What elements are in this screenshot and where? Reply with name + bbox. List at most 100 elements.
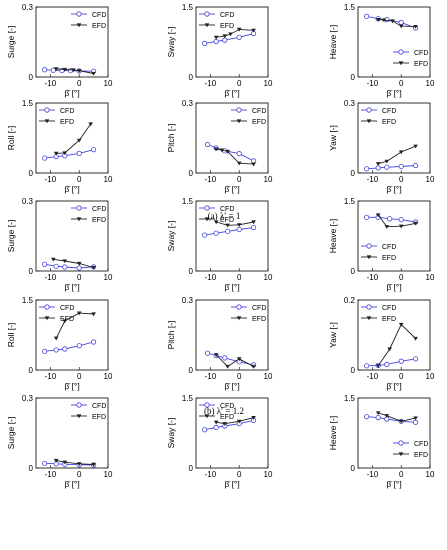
- data-point-efd: [53, 336, 59, 341]
- data-point-efd: [228, 32, 233, 37]
- legend-label-cfd: CFD: [382, 305, 396, 312]
- data-point-efd: [225, 149, 230, 154]
- data-point-cfd: [236, 34, 242, 40]
- data-point-efd: [413, 144, 418, 149]
- data-point-cfd: [384, 361, 390, 367]
- series-line-cfd: [44, 149, 94, 159]
- data-point-cfd: [42, 67, 48, 73]
- data-point-cfd: [398, 163, 404, 170]
- y-tick-label: 0: [29, 464, 34, 473]
- data-point-efd: [236, 27, 242, 32]
- x-tick-label: 0: [77, 372, 82, 381]
- chart-panel-14: 0 1.5 -10 0 10 β̄ [°] Sway [-] CFD EFD: [166, 394, 273, 489]
- legend-label-cfd: CFD: [252, 108, 266, 115]
- x-tick-label: 10: [264, 372, 273, 381]
- x-tick-label: -10: [205, 273, 217, 282]
- series-line-efd: [378, 145, 416, 165]
- y-tick-label: 0: [29, 73, 34, 82]
- series-line-cfd: [204, 419, 254, 431]
- y-tick-label: 0.2: [344, 296, 356, 305]
- legend-marker-cfd: [76, 205, 82, 211]
- chart-panel-15: 0 1.5 -10 0 10 β̄ [°] Heave [-] CFD EFD: [328, 394, 435, 489]
- x-tick-label: 10: [426, 273, 435, 282]
- legend-label-cfd: CFD: [252, 305, 266, 312]
- x-tick-label: 10: [264, 470, 273, 479]
- legend-label-cfd: CFD: [220, 206, 234, 213]
- caption-b: (b) λ′ = 1.2: [204, 406, 244, 416]
- legend: CFD EFD: [393, 49, 428, 68]
- legend: CFD EFD: [199, 11, 234, 30]
- legend-label-cfd: CFD: [220, 403, 234, 410]
- x-tick-label: 10: [264, 273, 273, 282]
- legend: CFD EFD: [361, 107, 396, 126]
- data-point-efd: [53, 67, 59, 72]
- data-point-cfd: [251, 158, 257, 164]
- chart-panel-8: 0 1.5 -10 0 10 β̄ [°] Sway [-] CFD EFD: [166, 197, 273, 292]
- x-tick-label: 10: [264, 175, 273, 184]
- x-axis-label: β̄ [°]: [386, 88, 401, 98]
- x-tick-label: 0: [237, 79, 242, 88]
- y-tick-label: 0.3: [22, 3, 34, 12]
- legend-marker-efd: [398, 452, 404, 457]
- legend: CFD EFD: [39, 107, 74, 126]
- legend-label-efd: EFD: [92, 217, 106, 224]
- data-point-cfd: [53, 263, 59, 269]
- legend-marker-efd: [44, 316, 50, 321]
- x-tick-label: 10: [426, 79, 435, 88]
- axes-frame: [195, 200, 269, 272]
- x-tick-label: -10: [367, 79, 379, 88]
- data-point-cfd: [42, 460, 48, 466]
- legend-marker-efd: [236, 316, 242, 321]
- series-line-efd: [377, 214, 416, 228]
- y-axis-label: Sway [-]: [166, 418, 176, 449]
- chart-panel-10: 0 1.5 -10 0 10 β̄ [°] Roll [-] CFD EFD: [6, 296, 113, 391]
- data-point-cfd: [375, 165, 381, 171]
- data-point-cfd: [364, 363, 370, 369]
- x-tick-label: 0: [77, 273, 82, 282]
- y-axis-label: Yaw [-]: [328, 322, 338, 348]
- data-point-efd: [236, 223, 242, 227]
- data-point-cfd: [364, 13, 370, 19]
- data-point-efd: [62, 319, 68, 324]
- data-point-cfd: [398, 358, 404, 364]
- data-point-efd: [76, 462, 82, 466]
- x-axis-label: β̄ [°]: [386, 282, 401, 292]
- legend-marker-cfd: [398, 440, 404, 446]
- data-point-cfd: [236, 226, 242, 233]
- data-point-cfd: [412, 162, 419, 169]
- x-tick-label: 10: [104, 273, 113, 282]
- y-axis-label: Heave [-]: [328, 219, 338, 254]
- x-tick-label: 10: [104, 175, 113, 184]
- y-tick-label: 0: [189, 366, 194, 375]
- x-axis-label: β̄ [°]: [64, 479, 79, 489]
- x-tick-label: 0: [237, 372, 242, 381]
- legend-label-efd: EFD: [382, 255, 396, 262]
- series-line-efd: [216, 221, 254, 226]
- x-axis-label: β̄ [°]: [64, 184, 79, 194]
- legend-marker-cfd: [366, 107, 372, 113]
- data-point-efd: [413, 25, 418, 29]
- data-point-cfd: [222, 37, 228, 43]
- y-axis-label: Sway [-]: [166, 221, 176, 252]
- data-point-cfd: [398, 19, 404, 25]
- data-point-cfd: [398, 217, 404, 223]
- y-tick-label: 0: [29, 169, 34, 178]
- data-point-cfd: [42, 155, 48, 161]
- legend: CFD EFD: [39, 304, 74, 323]
- legend-marker-cfd: [76, 402, 82, 408]
- data-point-efd: [91, 265, 96, 270]
- data-point-cfd: [53, 347, 59, 353]
- data-point-efd: [375, 213, 381, 218]
- chart-panel-7: 0 0.3 -10 0 10 β̄ [°] Surge [-] CFD EFD: [6, 197, 113, 292]
- legend-label-cfd: CFD: [414, 50, 428, 57]
- data-point-efd: [213, 147, 219, 152]
- y-axis-label: Heave [-]: [328, 25, 338, 60]
- data-point-efd: [213, 220, 219, 225]
- data-point-efd: [384, 159, 390, 164]
- series-line-efd: [378, 412, 416, 422]
- legend-marker-cfd: [204, 11, 210, 17]
- data-point-cfd: [42, 348, 48, 354]
- x-tick-label: 0: [399, 372, 404, 381]
- x-tick-label: 10: [426, 175, 435, 184]
- series-line-efd: [216, 417, 254, 425]
